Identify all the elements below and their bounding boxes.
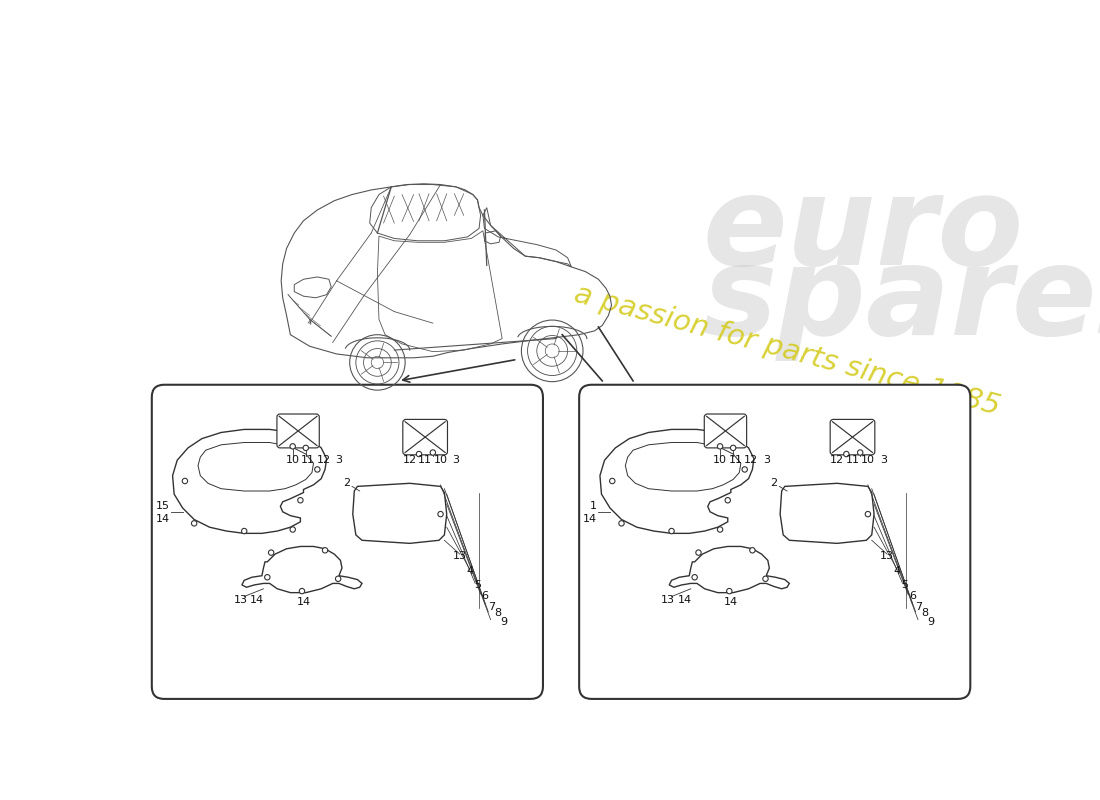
Text: 14: 14 bbox=[678, 595, 692, 606]
Circle shape bbox=[696, 550, 701, 555]
Text: 10: 10 bbox=[433, 455, 448, 466]
Text: 9: 9 bbox=[927, 617, 935, 627]
Text: 13: 13 bbox=[661, 595, 674, 606]
Text: 12: 12 bbox=[403, 455, 417, 466]
Text: 2: 2 bbox=[343, 478, 350, 488]
Circle shape bbox=[315, 466, 320, 472]
Text: 5: 5 bbox=[474, 580, 481, 590]
Text: 10: 10 bbox=[713, 455, 727, 466]
Circle shape bbox=[438, 511, 443, 517]
Text: 14: 14 bbox=[250, 595, 264, 606]
Text: 8: 8 bbox=[922, 609, 928, 618]
Text: 3: 3 bbox=[336, 455, 342, 466]
Text: 7: 7 bbox=[487, 602, 495, 611]
Circle shape bbox=[844, 451, 849, 457]
Circle shape bbox=[322, 548, 328, 553]
Circle shape bbox=[609, 478, 615, 484]
Text: 14: 14 bbox=[155, 514, 169, 525]
Text: spares: spares bbox=[703, 239, 1100, 361]
Circle shape bbox=[858, 450, 862, 455]
Text: euro: euro bbox=[703, 170, 1024, 291]
Circle shape bbox=[298, 498, 304, 503]
Text: 4: 4 bbox=[466, 566, 473, 576]
Text: 14: 14 bbox=[296, 597, 310, 607]
Text: 15: 15 bbox=[155, 502, 169, 511]
Text: 14: 14 bbox=[583, 514, 597, 525]
Text: 5: 5 bbox=[901, 580, 909, 590]
Circle shape bbox=[619, 521, 624, 526]
FancyBboxPatch shape bbox=[830, 419, 874, 455]
Text: 11: 11 bbox=[846, 455, 859, 466]
Text: 2: 2 bbox=[770, 478, 778, 488]
Circle shape bbox=[265, 574, 269, 580]
Text: 13: 13 bbox=[880, 550, 894, 561]
Text: 3: 3 bbox=[452, 455, 460, 466]
Text: 3: 3 bbox=[880, 455, 887, 466]
Text: 7: 7 bbox=[915, 602, 922, 611]
Circle shape bbox=[866, 511, 870, 517]
FancyBboxPatch shape bbox=[704, 414, 747, 448]
Text: 1: 1 bbox=[590, 502, 597, 511]
FancyBboxPatch shape bbox=[403, 419, 448, 455]
Circle shape bbox=[304, 445, 308, 450]
Text: 12: 12 bbox=[317, 455, 331, 466]
FancyBboxPatch shape bbox=[277, 414, 319, 448]
Circle shape bbox=[268, 550, 274, 555]
Circle shape bbox=[669, 528, 674, 534]
Text: 3: 3 bbox=[762, 455, 770, 466]
Circle shape bbox=[242, 528, 246, 534]
Text: 12: 12 bbox=[744, 455, 758, 466]
Text: 11: 11 bbox=[301, 455, 315, 466]
Text: 10: 10 bbox=[286, 455, 299, 466]
Circle shape bbox=[750, 548, 755, 553]
Text: 13: 13 bbox=[453, 550, 466, 561]
Text: 8: 8 bbox=[494, 609, 502, 618]
Text: 9: 9 bbox=[500, 617, 507, 627]
Circle shape bbox=[717, 444, 723, 449]
FancyBboxPatch shape bbox=[152, 385, 543, 699]
Text: 13: 13 bbox=[233, 595, 248, 606]
Text: 10: 10 bbox=[861, 455, 875, 466]
Circle shape bbox=[742, 466, 747, 472]
Text: 6: 6 bbox=[909, 590, 916, 601]
Text: 6: 6 bbox=[482, 590, 488, 601]
Text: 11: 11 bbox=[418, 455, 432, 466]
Circle shape bbox=[692, 574, 697, 580]
Circle shape bbox=[336, 576, 341, 582]
Circle shape bbox=[416, 451, 421, 457]
Circle shape bbox=[727, 589, 732, 594]
Circle shape bbox=[430, 450, 436, 455]
Text: 4: 4 bbox=[893, 566, 901, 576]
Text: 11: 11 bbox=[728, 455, 743, 466]
Circle shape bbox=[725, 498, 730, 503]
Text: 12: 12 bbox=[830, 455, 844, 466]
Circle shape bbox=[762, 576, 768, 582]
Text: a passion for parts since 1985: a passion for parts since 1985 bbox=[572, 280, 1003, 421]
FancyBboxPatch shape bbox=[580, 385, 970, 699]
Circle shape bbox=[191, 521, 197, 526]
Circle shape bbox=[299, 589, 305, 594]
Circle shape bbox=[730, 445, 736, 450]
Text: 14: 14 bbox=[724, 597, 738, 607]
Circle shape bbox=[183, 478, 188, 484]
Circle shape bbox=[717, 527, 723, 532]
Circle shape bbox=[290, 527, 296, 532]
Circle shape bbox=[290, 444, 296, 449]
